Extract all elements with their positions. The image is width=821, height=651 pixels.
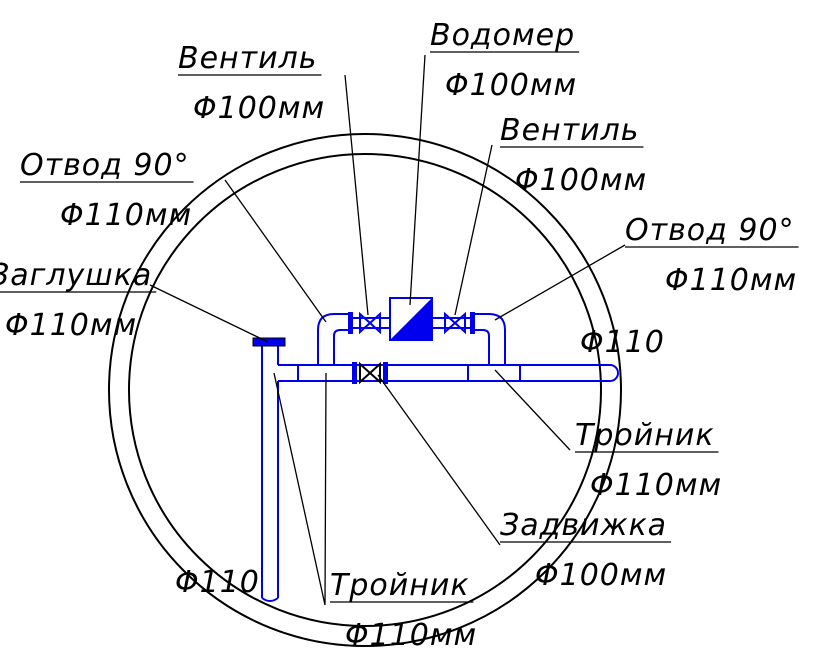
- label-size: Φ110мм: [590, 468, 722, 503]
- label-name: Заглушка: [0, 258, 152, 293]
- label-size: Φ100мм: [535, 558, 667, 593]
- label-size: Φ110мм: [345, 618, 477, 651]
- label-size: Φ100мм: [515, 163, 647, 198]
- pipe-size: Φ110: [580, 325, 665, 360]
- label-name: Отвод 90°: [20, 148, 190, 183]
- label-name: Тройник: [575, 418, 714, 453]
- outer-ring: [108, 133, 622, 647]
- pipes: [252, 297, 619, 602]
- label-size: Φ110мм: [5, 308, 137, 343]
- label-size: Φ110мм: [665, 263, 797, 298]
- label-size: Φ100мм: [193, 91, 325, 126]
- label-name: Задвижка: [500, 508, 667, 543]
- label-name: Отвод 90°: [625, 213, 795, 248]
- inner-ring: [128, 153, 602, 627]
- label-name: Водомер: [430, 18, 575, 53]
- label-name: Вентиль: [500, 113, 639, 148]
- label-size: Φ110мм: [60, 198, 192, 233]
- leader-lines: [149, 54, 626, 606]
- label-name: Вентиль: [178, 41, 317, 76]
- label-name: Тройник: [330, 568, 469, 603]
- pipe-size: Φ110: [175, 565, 260, 600]
- label-size: Φ100мм: [445, 68, 577, 103]
